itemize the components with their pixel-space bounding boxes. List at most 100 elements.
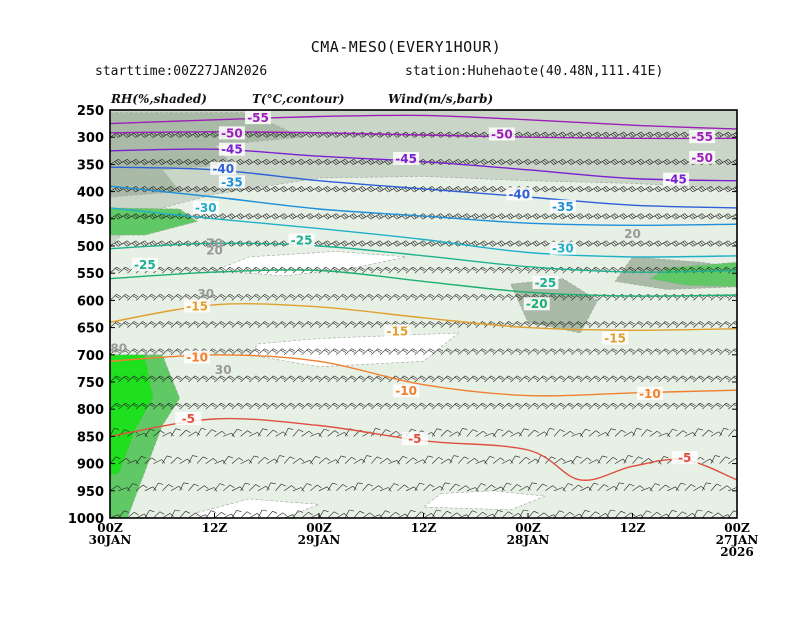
wind-barb — [728, 240, 737, 247]
wind-barb — [214, 321, 226, 328]
wind-barb — [510, 432, 523, 437]
temp-label-bg — [689, 150, 716, 164]
wind-barb — [127, 402, 139, 410]
wind-barb — [353, 458, 366, 464]
wind-barb — [562, 511, 574, 518]
wind-barb — [284, 131, 297, 138]
wind-barb — [153, 348, 165, 356]
wind-barb — [710, 348, 722, 356]
wind-barb — [310, 484, 322, 492]
wind-barb — [249, 213, 262, 220]
wind-barb — [553, 348, 566, 356]
wind-barb — [362, 321, 374, 328]
wind-barb — [327, 430, 339, 437]
wind-barb — [536, 512, 549, 518]
wind-barb — [466, 158, 480, 166]
temp-label-bg — [401, 432, 428, 446]
wind-barb — [257, 186, 271, 193]
wind-barb — [510, 375, 522, 383]
wind-barb — [214, 213, 227, 220]
temp-contour-label: -45 — [221, 143, 243, 157]
wind-barb — [414, 240, 428, 247]
wind-barb — [344, 321, 357, 328]
wind-barb — [501, 402, 513, 410]
wind-barb — [519, 457, 531, 464]
wind-barb — [397, 294, 409, 301]
wind-barb — [675, 511, 687, 518]
wind-barb — [501, 213, 515, 220]
wind-barb — [614, 321, 627, 328]
wind-barb — [310, 186, 323, 193]
wind-barb — [188, 455, 198, 464]
wind-barb — [710, 402, 722, 410]
wind-barb — [684, 484, 696, 492]
wind-barb — [257, 485, 270, 492]
wind-barb — [675, 240, 689, 247]
wind-barb — [545, 186, 558, 193]
wind-barb — [449, 348, 461, 356]
wind-barb — [283, 294, 296, 301]
wind-barb — [214, 511, 226, 518]
wind-barb — [736, 272, 737, 274]
y-tick-label: 650 — [77, 322, 104, 337]
wind-barb — [562, 375, 574, 383]
wind-barb — [231, 510, 242, 518]
wind-barb — [127, 213, 140, 220]
wind-barb — [266, 458, 279, 464]
wind-barb — [510, 213, 524, 220]
wind-barb — [632, 186, 645, 193]
wind-barb — [170, 240, 184, 247]
wind-barb — [179, 294, 191, 301]
wind-barb — [336, 294, 348, 301]
wind-barb — [431, 457, 444, 464]
wind-barb — [606, 266, 618, 274]
wind-barb — [318, 321, 331, 328]
wind-barb — [649, 321, 661, 328]
wind-barb — [623, 213, 637, 220]
wind-barb — [179, 186, 193, 193]
wind-barb — [135, 321, 148, 328]
wind-barb — [710, 321, 722, 328]
rh-contour-label: 80 — [110, 341, 127, 355]
wind-barb — [275, 186, 288, 193]
wind-barb — [501, 511, 513, 518]
wind-barb — [553, 321, 566, 328]
wind-barb — [510, 240, 524, 247]
temp-contour-label: -50 — [491, 127, 513, 141]
wind-barb — [623, 483, 635, 491]
wind-barb — [144, 428, 155, 437]
wind-barb — [240, 321, 252, 328]
wind-barb — [353, 294, 365, 301]
wind-barb — [371, 375, 383, 383]
wind-barb — [719, 402, 731, 410]
temp-contour-label: -30 — [195, 201, 217, 215]
wind-barb — [423, 375, 435, 383]
wind-barb — [458, 428, 468, 437]
wind-barb — [414, 375, 426, 383]
wind-barb — [632, 131, 645, 138]
wind-barb — [205, 294, 217, 301]
rh-region-12 — [422, 490, 546, 511]
wind-barb — [170, 131, 184, 138]
rh-contour-label: 20 — [206, 243, 223, 257]
wind-barb — [440, 294, 452, 301]
wind-barb — [179, 240, 193, 247]
wind-barb — [240, 348, 252, 356]
wind-barb — [527, 429, 539, 437]
wind-barb — [562, 483, 573, 491]
wind-barb — [649, 213, 663, 220]
wind-barb — [693, 428, 704, 437]
wind-barb — [397, 266, 409, 274]
wind-barb — [536, 375, 548, 383]
wind-barb — [144, 240, 158, 247]
wind-barb — [249, 375, 261, 383]
wind-barb — [571, 158, 585, 166]
wind-barb — [536, 240, 550, 247]
wind-barb — [440, 213, 454, 220]
wind-barb — [432, 213, 445, 220]
wind-barb — [336, 484, 348, 492]
wind-barb — [527, 348, 540, 356]
wind-barb — [144, 186, 158, 193]
wind-barb — [388, 240, 402, 247]
wind-barb — [553, 375, 566, 383]
